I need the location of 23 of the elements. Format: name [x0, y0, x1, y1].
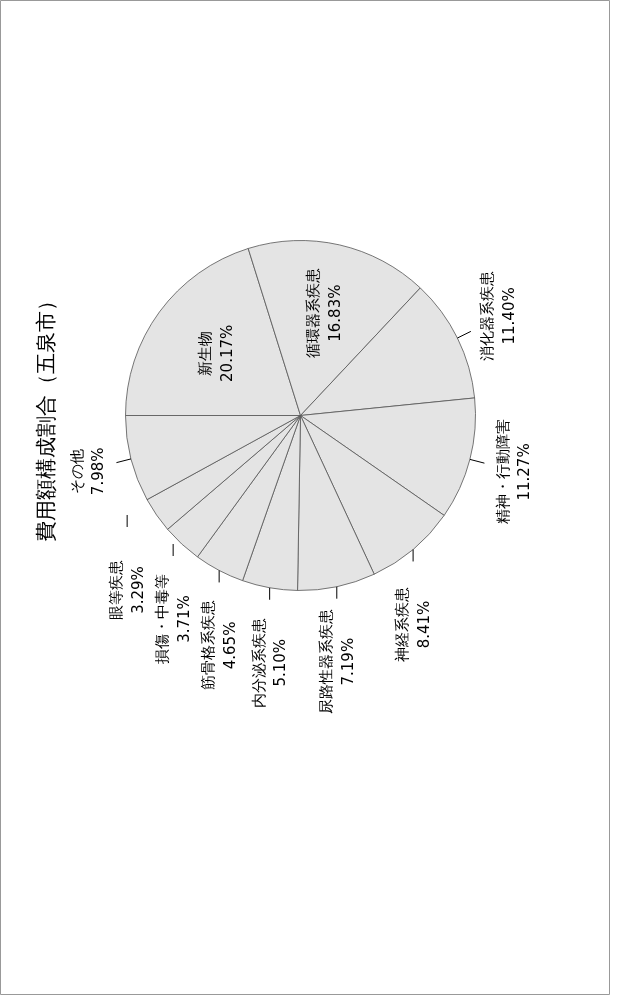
data-label: 20.17% — [217, 324, 236, 382]
data-label: 11.27% — [515, 443, 534, 501]
slice-label: 精神・行動障害 — [493, 419, 512, 525]
data-label: 7.98% — [89, 447, 108, 496]
slice-label: 循環器系疾患 — [304, 268, 323, 359]
slice-label: 筋骨格系疾患 — [199, 600, 218, 691]
slice-label: 損傷・中毒等 — [153, 574, 172, 665]
data-label: 3.29% — [128, 566, 147, 614]
slice-label: 神経系疾患 — [393, 586, 412, 662]
data-label: 5.10% — [271, 638, 290, 687]
data-label: 11.40% — [499, 287, 518, 345]
slice-label: 新生物 — [196, 330, 215, 376]
slice-label: 内分泌系疾患 — [249, 617, 268, 708]
data-label: 7.19% — [338, 637, 357, 686]
slice-label: 消化器系疾患 — [477, 270, 496, 361]
slice-label: 尿路性器系疾患 — [316, 609, 335, 715]
slice-label: 眼等疾患 — [107, 560, 126, 620]
slice-label: その他 — [67, 448, 86, 494]
data-label: 16.83% — [325, 284, 344, 342]
data-label: 8.41% — [414, 600, 433, 649]
data-label: 3.71% — [174, 595, 193, 643]
data-label: 4.65% — [220, 621, 239, 670]
text: 費用額構成割合（五泉市） — [33, 289, 58, 542]
